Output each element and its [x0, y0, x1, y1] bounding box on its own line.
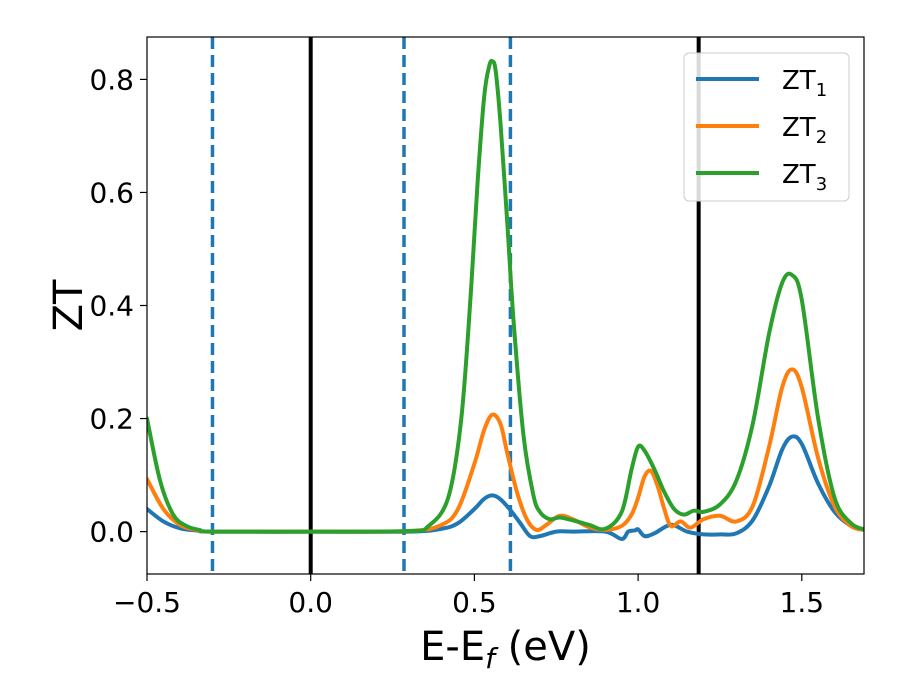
y-tick-label: 0.8 — [89, 63, 134, 96]
legend-label-zt1: ZT1 — [782, 66, 827, 101]
legend-label-zt2: ZT2 — [782, 113, 827, 148]
y-tick-label: 0.6 — [89, 176, 134, 209]
x-axis-label-main: E-E — [420, 624, 485, 670]
x-tick-label: 0.0 — [288, 586, 333, 619]
x-tick-label: 1.5 — [780, 586, 825, 619]
legend-label-zt3: ZT3 — [782, 160, 827, 195]
y-axis-label: ZT — [46, 279, 92, 331]
y-tick-label: 0.0 — [89, 516, 134, 549]
x-tick-label: 0.5 — [452, 586, 497, 619]
series-line-zt3 — [147, 59, 864, 534]
y-axis-ticks: 0.0 0.2 0.4 0.6 0.8 — [89, 63, 147, 549]
y-tick-label: 0.4 — [89, 290, 134, 323]
x-axis-label: E-Ef (eV) — [420, 624, 591, 675]
x-tick-label: −0.5 — [113, 586, 181, 619]
series-line-zt2 — [147, 367, 864, 534]
x-axis-label-unit: (eV) — [495, 624, 591, 670]
legend-box — [683, 52, 850, 202]
legend: ZT1 ZT2 ZT3 — [683, 52, 850, 202]
y-tick-label: 0.2 — [89, 403, 134, 436]
x-tick-label: 1.0 — [616, 586, 661, 619]
x-axis-ticks: −0.5 0.0 0.5 1.0 1.5 — [113, 574, 824, 619]
